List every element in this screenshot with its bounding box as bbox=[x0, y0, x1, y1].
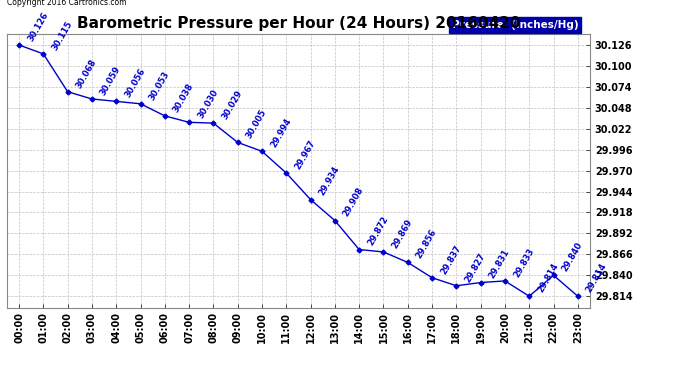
Text: 30.030: 30.030 bbox=[196, 88, 220, 120]
Text: 29.967: 29.967 bbox=[293, 138, 317, 171]
Text: 30.005: 30.005 bbox=[245, 108, 268, 140]
Text: 29.814: 29.814 bbox=[584, 261, 609, 294]
Text: 29.994: 29.994 bbox=[269, 117, 293, 149]
Title: Barometric Pressure per Hour (24 Hours) 20160420: Barometric Pressure per Hour (24 Hours) … bbox=[77, 16, 520, 31]
Text: Copyright 2016 Cartronics.com: Copyright 2016 Cartronics.com bbox=[7, 0, 126, 7]
Text: 29.833: 29.833 bbox=[512, 246, 535, 279]
Text: 29.837: 29.837 bbox=[439, 243, 463, 276]
Text: 30.115: 30.115 bbox=[50, 19, 75, 52]
Text: 30.029: 30.029 bbox=[220, 88, 244, 121]
Text: 30.038: 30.038 bbox=[172, 81, 195, 114]
Text: 29.840: 29.840 bbox=[560, 241, 584, 273]
Text: 29.831: 29.831 bbox=[488, 248, 511, 280]
Text: 30.126: 30.126 bbox=[26, 10, 50, 43]
Text: Pressure  (Inches/Hg): Pressure (Inches/Hg) bbox=[452, 20, 578, 30]
Text: 29.934: 29.934 bbox=[317, 165, 342, 198]
Text: 29.869: 29.869 bbox=[391, 217, 414, 250]
Text: 29.872: 29.872 bbox=[366, 215, 390, 248]
Text: 30.068: 30.068 bbox=[75, 57, 99, 90]
Text: 29.908: 29.908 bbox=[342, 186, 366, 218]
Text: 29.814: 29.814 bbox=[536, 261, 560, 294]
Text: 30.053: 30.053 bbox=[148, 69, 171, 102]
Text: 29.856: 29.856 bbox=[415, 228, 439, 260]
Text: 30.059: 30.059 bbox=[99, 64, 123, 97]
Text: 30.056: 30.056 bbox=[124, 67, 147, 99]
Text: 29.827: 29.827 bbox=[463, 251, 487, 284]
